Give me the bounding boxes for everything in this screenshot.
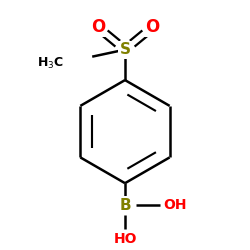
Text: OH: OH [164, 198, 187, 212]
Text: HO: HO [113, 232, 137, 246]
Text: O: O [91, 18, 105, 36]
Text: B: B [119, 198, 131, 213]
Text: H$_3$C: H$_3$C [37, 56, 64, 71]
Text: S: S [120, 42, 130, 57]
Text: O: O [145, 18, 159, 36]
